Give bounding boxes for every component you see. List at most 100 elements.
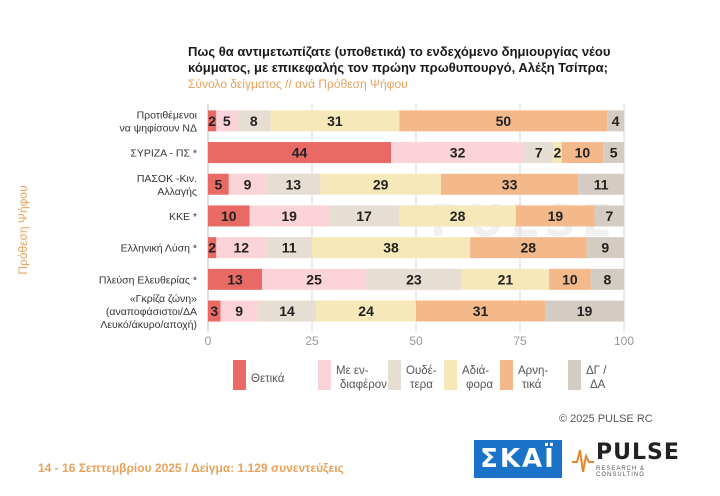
bar-segment (391, 142, 525, 164)
data-label: 2 (208, 113, 216, 129)
stacked-bar-chart: PULSEΠροτιθέμενοινα ψηφίσουν ΝΔ25831504Σ… (99, 104, 634, 391)
x-tick-label: 50 (409, 334, 423, 348)
data-label: 2 (208, 240, 216, 256)
data-label: 29 (373, 176, 389, 192)
bar-segment (262, 268, 367, 290)
data-label: 10 (575, 145, 591, 161)
bar-segment (586, 237, 624, 259)
data-label: 19 (577, 303, 593, 319)
category-label: ΚΚΕ * (169, 211, 197, 223)
legend-label: Με εν-διαφέρον (336, 365, 387, 391)
legend-swatch (500, 360, 513, 390)
data-label: 7 (606, 208, 614, 224)
bar-segment (515, 205, 595, 227)
bar-segment (553, 142, 562, 164)
category-label: ΣΥΡΙΖΑ - ΠΣ * (130, 148, 197, 160)
bar-segment (440, 173, 579, 195)
data-label: 10 (562, 271, 578, 287)
pulse-logo-subtitle: RESEARCH & CONSULTING (596, 466, 646, 478)
bar-segment (416, 300, 545, 322)
data-label: 7 (535, 145, 543, 161)
data-label: 3 (210, 303, 218, 319)
x-tick-label: 75 (513, 334, 527, 348)
bar-segment (257, 300, 317, 322)
bar-segment (399, 205, 516, 227)
legend-swatch (318, 360, 331, 390)
data-label: 50 (496, 113, 512, 129)
bar-segment (470, 237, 587, 259)
data-label: 19 (281, 208, 297, 224)
x-tick-label: 25 (305, 334, 319, 348)
data-label: 32 (450, 145, 466, 161)
bar-segment (561, 142, 604, 164)
data-label: 13 (227, 271, 243, 287)
bar-segment (544, 300, 624, 322)
bar-segment (208, 173, 229, 195)
bar-segment (208, 300, 221, 322)
bar-segment (312, 237, 471, 259)
legend-swatch (568, 360, 581, 390)
data-label: 11 (282, 240, 297, 256)
x-tick-label: 0 (205, 334, 212, 348)
bar-segment (366, 268, 462, 290)
bar-segment (607, 110, 624, 132)
data-label: 21 (498, 271, 514, 287)
data-label: 12 (233, 240, 249, 256)
bar-segment (220, 300, 258, 322)
data-label: 38 (383, 240, 399, 256)
data-label: 5 (223, 113, 231, 129)
bar-segment (461, 268, 550, 290)
data-label: 24 (358, 303, 374, 319)
pulse-logo: PULSE RESEARCH & CONSULTING (572, 440, 692, 480)
pulse-logo-word: PULSE (596, 440, 680, 465)
legend-label: Ουδέ-τερα (406, 365, 437, 391)
data-label: 11 (594, 176, 609, 192)
bar-segment (270, 110, 400, 132)
data-label: 14 (279, 303, 295, 319)
bar-segment (316, 300, 416, 322)
category-label: Ελληνική Λύση * (121, 243, 197, 255)
bar-segment (320, 173, 441, 195)
bar-segment (208, 268, 263, 290)
category-label: Πλεύση Ελευθερίας * (99, 274, 197, 286)
bar-segment (578, 173, 624, 195)
data-label: 9 (601, 240, 609, 256)
data-label: 10 (221, 208, 237, 224)
x-tick-label: 100 (614, 334, 634, 348)
category-label: ΠΑΣΟΚ -Κιν. Αλλαγής (137, 173, 197, 198)
data-label: 19 (548, 208, 564, 224)
data-label: 9 (244, 176, 252, 192)
bar-segment (237, 110, 271, 132)
bar-segment (594, 205, 624, 227)
bar-segment (266, 237, 312, 259)
bar-segment (216, 237, 267, 259)
data-label: 44 (292, 145, 308, 161)
legend-label: ΔΓ / ΔΑ (586, 365, 607, 391)
data-label: 28 (521, 240, 537, 256)
data-label: 25 (306, 271, 322, 287)
bar-segment (266, 173, 321, 195)
data-label: 31 (473, 303, 489, 319)
bar-segment (208, 110, 217, 132)
data-label: 9 (235, 303, 243, 319)
bar-segment (549, 268, 591, 290)
legend-swatch (444, 360, 457, 390)
pulse-wave-icon (572, 449, 594, 473)
data-label: 33 (502, 176, 518, 192)
legend-label: Θετικά (251, 373, 285, 385)
bar-segment (208, 205, 250, 227)
bar-segment (603, 142, 624, 164)
data-label: 8 (603, 271, 611, 287)
category-label: Προτιθέμενοι να ψηφίσουν ΝΔ (119, 109, 197, 134)
legend-label: Αδιά-φορα (462, 365, 493, 391)
bar-segment (208, 237, 217, 259)
data-label: 5 (610, 145, 618, 161)
data-label: 4 (612, 113, 620, 129)
data-label: 2 (554, 145, 562, 161)
bar-segment (228, 173, 267, 195)
bar-segment (399, 110, 608, 132)
bar-segment (590, 268, 624, 290)
data-label: 5 (215, 176, 223, 192)
legend-swatch (388, 360, 401, 390)
data-label: 17 (356, 208, 372, 224)
